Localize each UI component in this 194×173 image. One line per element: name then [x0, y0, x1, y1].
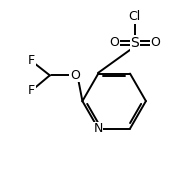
Text: O: O	[150, 36, 160, 49]
Text: O: O	[109, 36, 119, 49]
Text: N: N	[94, 122, 103, 135]
Text: O: O	[70, 69, 80, 82]
Text: S: S	[130, 36, 139, 50]
Text: Cl: Cl	[129, 11, 141, 24]
Text: F: F	[28, 54, 35, 67]
Text: F: F	[28, 84, 35, 97]
